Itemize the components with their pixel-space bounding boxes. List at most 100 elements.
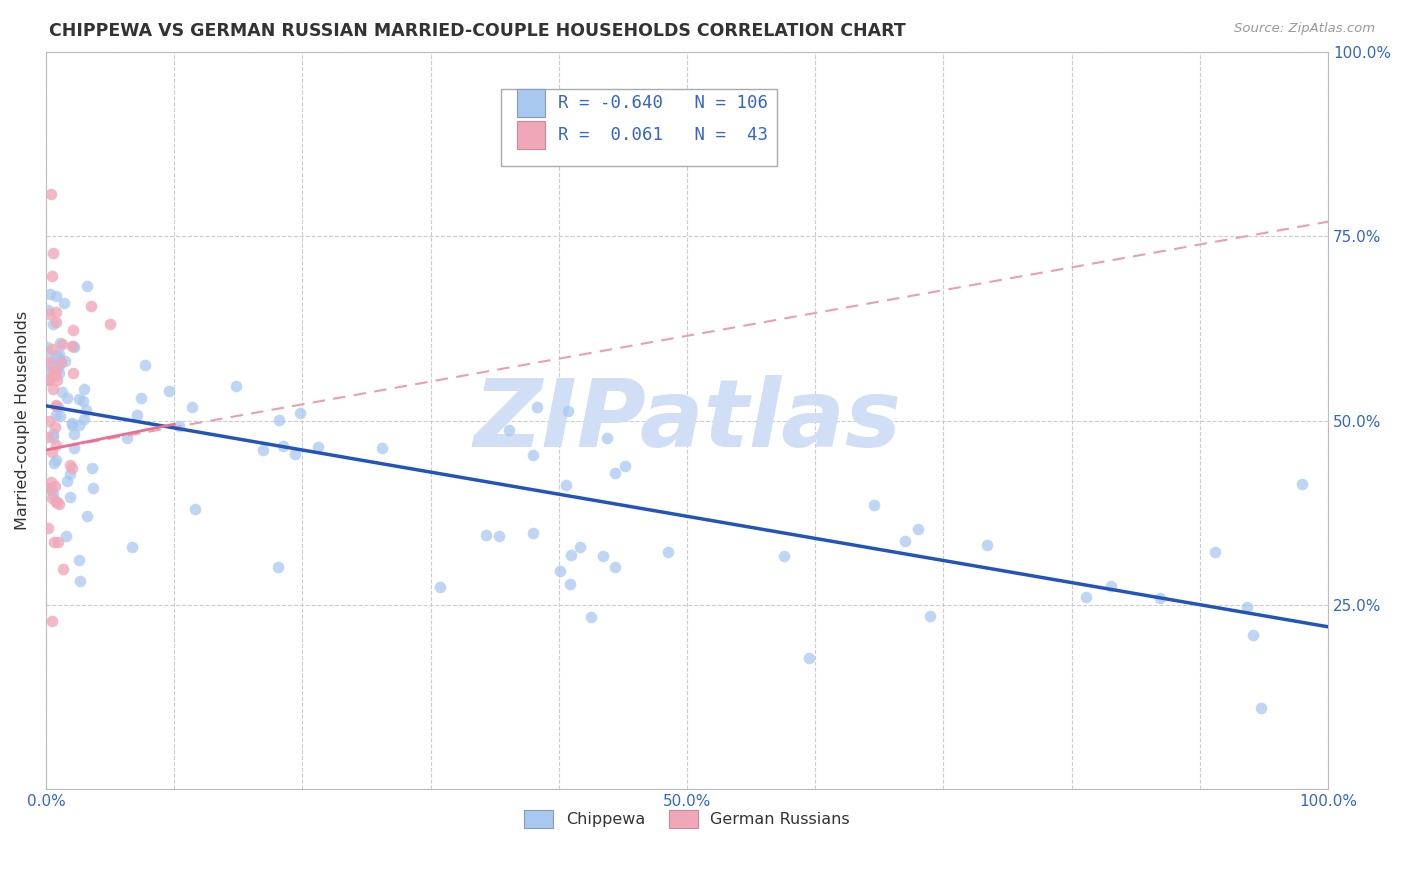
Point	[41, 475, 63, 490]
Point	[48, 355, 70, 369]
Point	[907, 522, 929, 536]
Point	[799, 650, 821, 665]
Point	[596, 431, 619, 445]
Text: Source: ZipAtlas.com: Source: ZipAtlas.com	[1234, 22, 1375, 36]
Point	[863, 498, 886, 512]
Point	[557, 403, 579, 417]
Point	[284, 447, 307, 461]
Point	[35, 372, 58, 386]
Point	[98, 318, 121, 332]
Point	[38, 355, 60, 369]
Point	[42, 427, 65, 442]
Point	[1204, 545, 1226, 559]
Legend: Chippewa, German Russians: Chippewa, German Russians	[516, 802, 858, 836]
Point	[62, 441, 84, 455]
Point	[55, 529, 77, 543]
Point	[42, 245, 65, 260]
Point	[38, 373, 60, 387]
Text: CHIPPEWA VS GERMAN RUSSIAN MARRIED-COUPLE HOUSEHOLDS CORRELATION CHART: CHIPPEWA VS GERMAN RUSSIAN MARRIED-COUPL…	[49, 22, 905, 40]
Point	[579, 610, 602, 624]
Point	[76, 508, 98, 523]
Point	[48, 409, 70, 424]
Point	[44, 479, 66, 493]
FancyBboxPatch shape	[501, 89, 776, 167]
Point	[560, 549, 582, 563]
Point	[1149, 591, 1171, 605]
Point	[80, 461, 103, 475]
Point	[41, 269, 63, 284]
Point	[45, 408, 67, 422]
Point	[76, 279, 98, 293]
Point	[37, 521, 59, 535]
Point	[38, 287, 60, 301]
Point	[44, 419, 66, 434]
Point	[41, 342, 63, 356]
Point	[38, 307, 60, 321]
Point	[125, 408, 148, 422]
Point	[894, 533, 917, 548]
Point	[45, 373, 67, 387]
Point	[1241, 628, 1264, 642]
Point	[69, 574, 91, 588]
Point	[592, 549, 614, 563]
Point	[49, 355, 72, 369]
Point	[42, 318, 65, 332]
Point	[45, 398, 67, 412]
Point	[37, 303, 59, 318]
Point	[75, 402, 97, 417]
Point	[35, 340, 58, 354]
Point	[60, 418, 83, 433]
Point	[41, 483, 63, 498]
Point	[267, 560, 290, 574]
Point	[45, 438, 67, 452]
Point	[475, 527, 498, 541]
Point	[45, 348, 67, 362]
Point	[41, 491, 63, 506]
Point	[526, 401, 548, 415]
Bar	[516, 121, 544, 150]
Point	[59, 490, 82, 504]
Point	[46, 535, 69, 549]
Point	[45, 315, 67, 329]
Point	[183, 502, 205, 516]
Point	[41, 486, 63, 500]
Y-axis label: Married-couple Households: Married-couple Households	[15, 311, 30, 530]
Point	[548, 564, 571, 578]
Point	[558, 577, 581, 591]
Point	[1236, 600, 1258, 615]
Point	[35, 358, 58, 372]
Point	[82, 481, 104, 495]
Point	[45, 289, 67, 303]
Point	[45, 495, 67, 509]
Point	[45, 453, 67, 467]
Point	[48, 366, 70, 380]
Point	[569, 541, 592, 555]
Point	[48, 347, 70, 361]
Point	[45, 495, 67, 509]
Point	[51, 337, 73, 351]
Point	[59, 467, 82, 482]
Point	[35, 481, 58, 495]
Point	[62, 338, 84, 352]
Point	[42, 430, 65, 444]
Point	[271, 439, 294, 453]
Point	[37, 373, 59, 387]
Point	[121, 540, 143, 554]
Point	[63, 340, 86, 354]
Text: R =  0.061   N =  43: R = 0.061 N = 43	[558, 127, 768, 145]
Point	[429, 580, 451, 594]
Point	[522, 448, 544, 462]
Point	[44, 369, 66, 384]
Text: ZIPatlas: ZIPatlas	[472, 375, 901, 467]
Point	[45, 364, 67, 378]
Point	[657, 545, 679, 559]
Point	[48, 359, 70, 373]
Point	[39, 481, 62, 495]
Point	[67, 553, 90, 567]
Point	[290, 406, 312, 420]
Point	[55, 474, 77, 488]
Point	[45, 399, 67, 413]
Point	[488, 529, 510, 543]
Point	[129, 391, 152, 405]
Point	[555, 478, 578, 492]
